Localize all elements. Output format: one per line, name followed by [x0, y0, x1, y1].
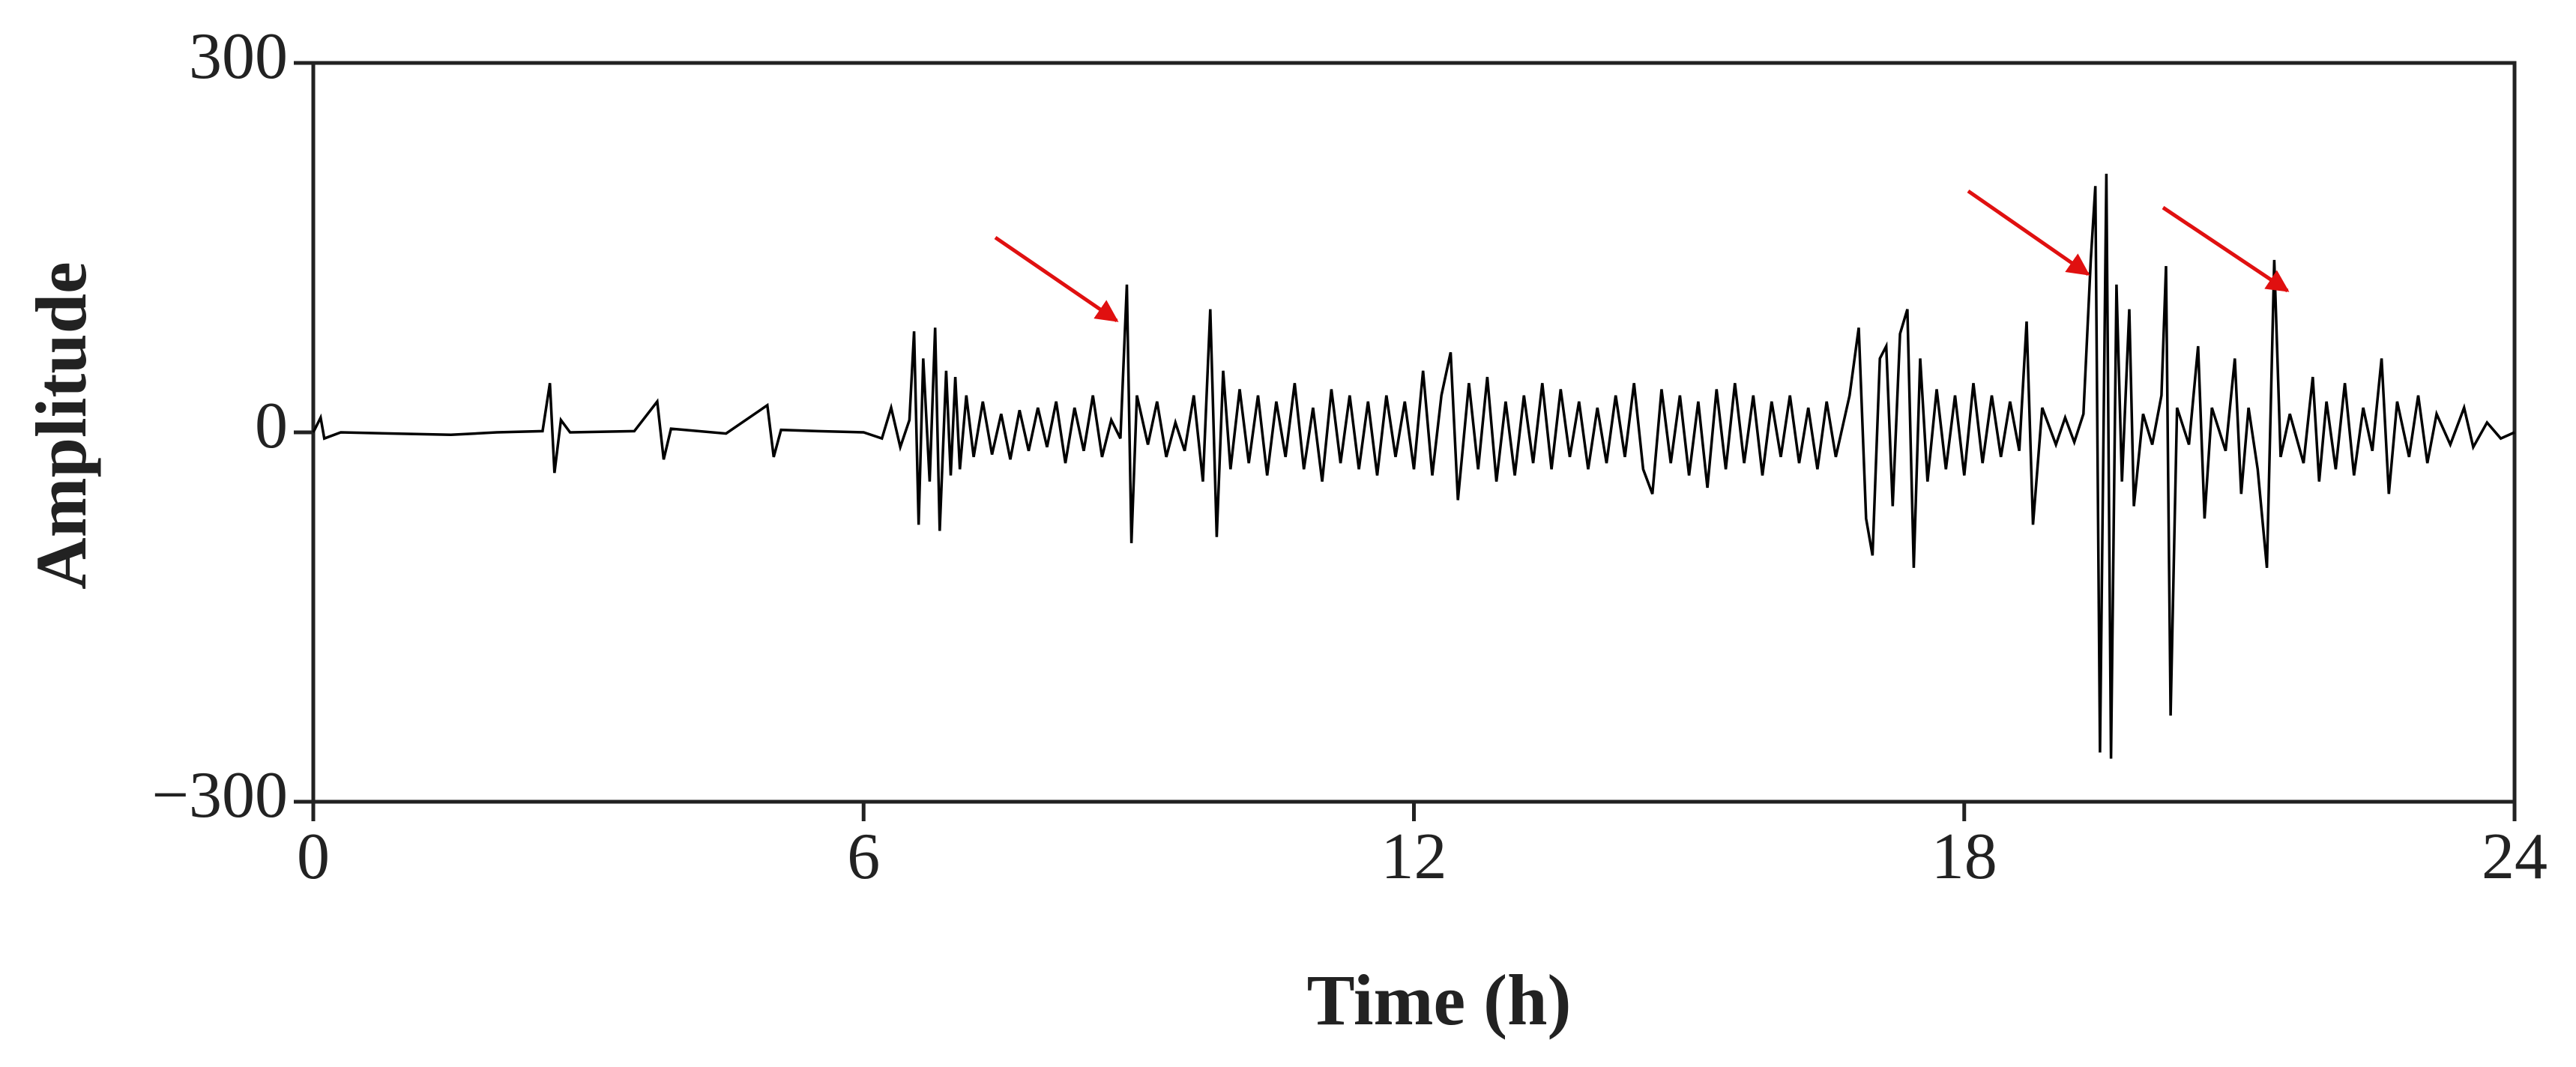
arrow — [2162, 205, 2290, 293]
waveform-line — [312, 173, 2515, 759]
arrow — [1967, 189, 2090, 276]
annotation-arrows — [994, 189, 2290, 323]
y-tick-label: −300 — [151, 759, 288, 832]
x-tick-label: 18 — [1931, 820, 1997, 893]
y-tick-label: 0 — [255, 390, 288, 462]
x-tick-label: 6 — [847, 820, 880, 893]
x-tick-label: 24 — [2482, 820, 2548, 893]
x-axis-label: Time (h) — [1307, 960, 1572, 1040]
y-axis-label: Amplitude — [21, 262, 101, 589]
y-tick-label: 300 — [189, 20, 288, 93]
x-tick-label: 12 — [1381, 820, 1447, 893]
x-tick-label: 0 — [297, 820, 330, 893]
arrow — [994, 235, 1119, 323]
